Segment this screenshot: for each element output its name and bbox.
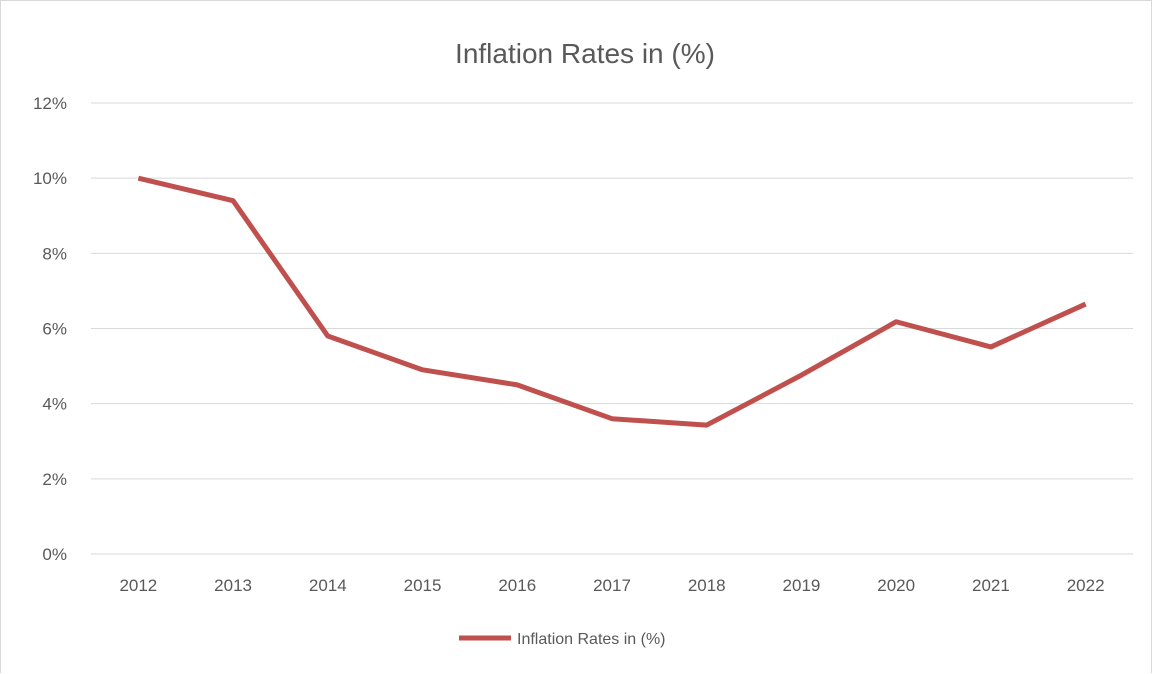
- y-tick-label: 2%: [42, 470, 67, 489]
- x-tick-label: 2018: [688, 576, 726, 595]
- gridlines: [91, 102, 1133, 555]
- x-axis-ticks: 2012 2013 2014 2015 2016 2017 2018 2019 2020 2021…: [119, 576, 1104, 595]
- x-tick-label: 2012: [119, 576, 157, 595]
- y-tick-label: 8%: [42, 244, 67, 263]
- x-tick-label: 2013: [214, 576, 252, 595]
- series-line: [137, 175, 1087, 428]
- x-tick-label: 2014: [309, 576, 347, 595]
- y-tick-label: 10%: [33, 169, 67, 188]
- y-tick-label: 0%: [42, 545, 67, 564]
- x-tick-label: 2019: [783, 576, 821, 595]
- y-tick-label: 6%: [42, 320, 67, 339]
- y-tick-label: 4%: [42, 395, 67, 414]
- x-tick-label: 2015: [404, 576, 442, 595]
- x-tick-label: 2016: [498, 576, 536, 595]
- y-axis-ticks: 0% 2% 4% 6% 8% 10% 12%: [33, 94, 67, 564]
- legend-label: Inflation Rates in (%): [517, 631, 666, 648]
- x-tick-label: 2017: [593, 576, 631, 595]
- x-tick-label: 2021: [972, 576, 1010, 595]
- x-tick-label: 2020: [877, 576, 915, 595]
- x-tick-label: 2022: [1067, 576, 1105, 595]
- legend: Inflation Rates in (%): [459, 631, 666, 648]
- series-layer: [137, 175, 1087, 428]
- chart-title: Inflation Rates in (%): [455, 38, 715, 69]
- y-tick-label: 12%: [33, 94, 67, 113]
